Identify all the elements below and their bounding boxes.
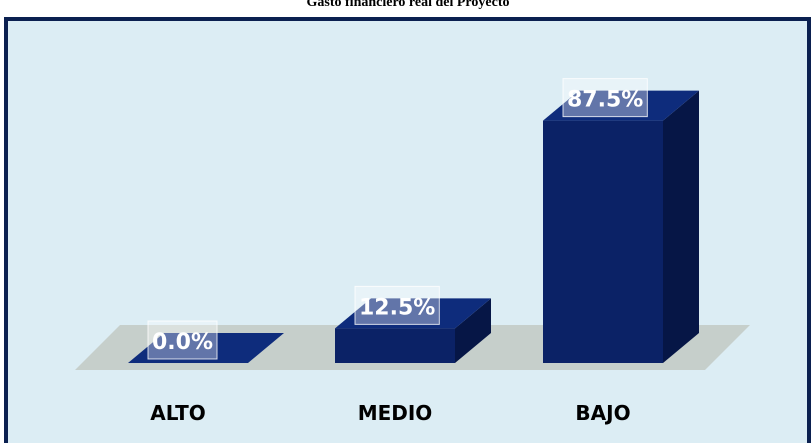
- bar-top: [543, 90, 699, 121]
- value-label-box: [562, 78, 648, 118]
- value-label-box: [354, 285, 440, 325]
- bar-side: [455, 298, 491, 363]
- bar-top: [335, 298, 491, 329]
- value-label-box: [147, 320, 218, 360]
- value-label: 87.5%: [567, 88, 643, 113]
- chart-title: Gasto financiero real del Proyecto: [307, 0, 510, 10]
- bar-top: [128, 333, 284, 363]
- x-tick-label: ALTO: [150, 401, 206, 425]
- bar-front: [335, 328, 455, 363]
- x-tick-label: MEDIO: [358, 401, 433, 425]
- x-tick-label: BAJO: [575, 401, 630, 425]
- bar-side: [663, 90, 699, 363]
- value-label: 0.0%: [152, 330, 213, 355]
- value-label: 12.5%: [359, 295, 435, 320]
- bar-front: [543, 120, 663, 363]
